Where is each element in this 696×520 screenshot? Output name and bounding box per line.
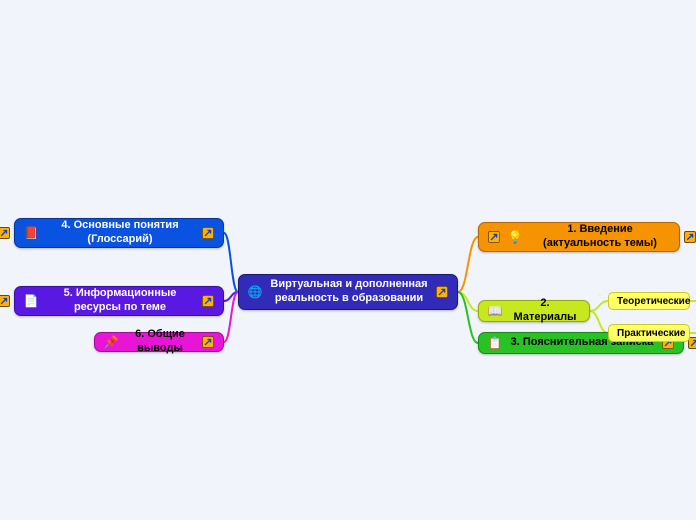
- n4-icon: 📕: [23, 225, 39, 241]
- link-icon[interactable]: [201, 294, 215, 308]
- branch-node-n4[interactable]: 📕 4. Основные понятия (Глоссарий): [14, 218, 224, 248]
- link-icon[interactable]: [201, 335, 215, 349]
- central-icon: 🌐: [247, 284, 263, 300]
- central-node[interactable]: 🌐 Виртуальная и дополненная реальность в …: [238, 274, 458, 310]
- n4-label: 4. Основные понятия (Глоссарий): [45, 219, 195, 247]
- central-label: Виртуальная и дополненная реальность в о…: [269, 278, 429, 306]
- branch-node-n1[interactable]: 💡 1. Введение (актуальность темы): [478, 222, 680, 252]
- branch-node-n2[interactable]: 📖 2. Материалы: [478, 300, 590, 322]
- n3-icon: 📋: [487, 335, 503, 351]
- n1-icon: 💡: [507, 229, 523, 245]
- branch-node-n5[interactable]: 📄 5. Информационные ресурсы по теме: [14, 286, 224, 316]
- sub-node-s2[interactable]: Практические: [608, 324, 690, 342]
- n5-icon: 📄: [23, 293, 39, 309]
- n5-external-link-icon[interactable]: [0, 295, 10, 307]
- mindmap-canvas: 🌐 Виртуальная и дополненная реальность в …: [0, 0, 696, 520]
- n1-external-link-icon[interactable]: [684, 231, 696, 243]
- link-icon[interactable]: [487, 230, 501, 244]
- n6-icon: 📌: [103, 334, 119, 350]
- link-icon[interactable]: [201, 226, 215, 240]
- connectors-layer: [0, 0, 696, 520]
- n6-label: 6. Общие выводы: [125, 328, 195, 356]
- n2-label: 2. Материалы: [509, 297, 581, 325]
- n1-label: 1. Введение (актуальность темы): [529, 223, 671, 251]
- link-icon[interactable]: [435, 285, 449, 299]
- branch-node-n6[interactable]: 📌6. Общие выводы: [94, 332, 224, 352]
- n2-icon: 📖: [487, 303, 503, 319]
- n4-external-link-icon[interactable]: [0, 227, 10, 239]
- n5-label: 5. Информационные ресурсы по теме: [45, 287, 195, 315]
- sub-node-s1[interactable]: Теоретические: [608, 292, 690, 310]
